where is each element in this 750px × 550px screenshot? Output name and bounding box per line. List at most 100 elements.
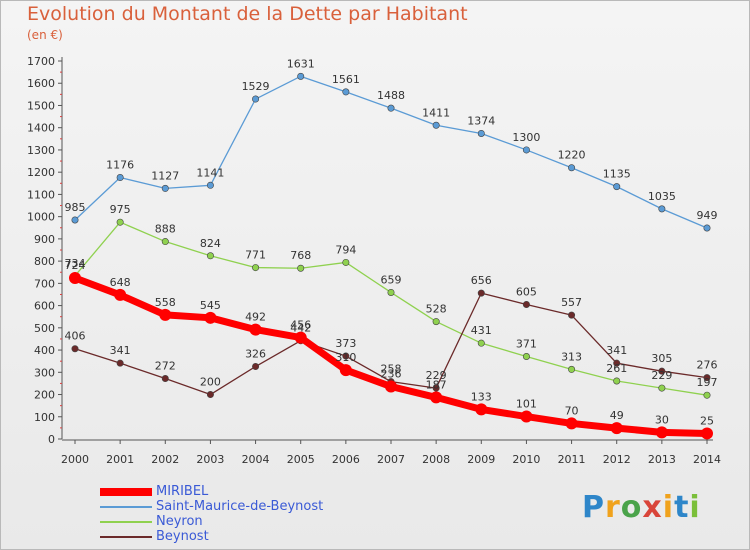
data-point — [613, 359, 621, 367]
data-point — [701, 427, 713, 440]
x-tick-label: 2007 — [377, 453, 405, 466]
data-label: 648 — [110, 276, 131, 289]
x-tick-label: 2012 — [603, 453, 631, 466]
logo-letter: r — [605, 490, 621, 525]
proxiti-logo: Proxiti — [582, 490, 701, 525]
data-label: 768 — [290, 249, 311, 262]
data-label: 605 — [516, 285, 537, 298]
data-point — [520, 410, 533, 423]
logo-letter: t — [674, 490, 690, 525]
data-label: 794 — [335, 243, 356, 256]
data-label: 258 — [381, 363, 402, 376]
data-point — [69, 272, 81, 285]
legend-label: Neyron — [156, 514, 203, 529]
data-label: 200 — [200, 376, 221, 389]
data-label: 545 — [200, 299, 221, 312]
data-label: 310 — [335, 351, 356, 364]
data-label: 272 — [155, 360, 176, 373]
data-point — [387, 104, 395, 112]
y-tick-label: 500 — [34, 322, 55, 335]
data-label: 1035 — [648, 190, 676, 203]
data-label: 236 — [381, 368, 402, 381]
data-label: 373 — [335, 337, 356, 350]
data-label: 187 — [426, 378, 447, 391]
data-point — [613, 377, 621, 385]
data-label: 975 — [110, 203, 131, 216]
x-tick-label: 2003 — [196, 453, 224, 466]
data-point — [161, 238, 169, 246]
y-tick-label: 0 — [48, 433, 55, 446]
data-label: 133 — [471, 390, 492, 403]
data-label: 659 — [381, 273, 402, 286]
data-label: 1141 — [196, 166, 224, 179]
data-point — [703, 224, 711, 232]
legend-swatch — [100, 536, 152, 538]
data-point — [477, 339, 485, 347]
data-point — [71, 216, 79, 224]
data-point — [387, 288, 395, 296]
data-label: 313 — [561, 350, 582, 363]
y-tick-label: 100 — [34, 411, 55, 424]
data-point — [703, 391, 711, 399]
data-point — [432, 384, 440, 392]
y-tick-label: 400 — [34, 344, 55, 357]
data-point — [71, 345, 79, 353]
y-tick-label: 1400 — [27, 122, 55, 135]
data-point — [703, 374, 711, 382]
y-tick-label: 700 — [34, 277, 55, 290]
data-label: 229 — [426, 369, 447, 382]
data-point — [206, 181, 214, 189]
data-point — [204, 311, 217, 324]
data-label: 824 — [200, 237, 221, 250]
data-point — [658, 205, 666, 213]
logo-letter: P — [582, 490, 605, 525]
data-point — [116, 174, 124, 182]
y-tick-label: 1100 — [27, 188, 55, 201]
legend-label: MIRIBEL — [156, 484, 209, 499]
data-point — [610, 422, 623, 435]
data-label: 1135 — [603, 168, 631, 181]
legend-swatch — [100, 521, 152, 523]
data-point — [565, 417, 578, 430]
data-label: 528 — [426, 303, 447, 316]
data-label: 341 — [110, 344, 131, 357]
data-label: 30 — [655, 413, 669, 426]
data-label: 456 — [290, 319, 311, 332]
legend-swatch — [100, 506, 152, 508]
data-label: 949 — [697, 209, 718, 222]
data-label: 229 — [651, 369, 672, 382]
x-tick-label: 2010 — [512, 453, 540, 466]
data-point — [385, 380, 397, 393]
data-label: 1300 — [512, 131, 540, 144]
x-tick-label: 2008 — [422, 453, 450, 466]
y-tick-label: 1200 — [27, 166, 55, 179]
logo-letter: i — [662, 490, 675, 525]
data-label: 1220 — [558, 149, 586, 162]
data-label: 1127 — [151, 169, 179, 182]
data-label: 261 — [606, 362, 627, 375]
y-tick-label: 800 — [34, 255, 55, 268]
data-point — [613, 183, 621, 191]
y-tick-label: 1300 — [27, 144, 55, 157]
data-label: 558 — [155, 296, 176, 309]
logo-letter: i — [689, 490, 701, 525]
data-point — [655, 426, 668, 439]
legend-swatch — [100, 488, 152, 496]
y-axis-unit: (en €) — [27, 28, 63, 42]
data-point — [297, 264, 305, 272]
data-point — [161, 375, 169, 383]
data-label: 985 — [65, 201, 86, 214]
x-tick-label: 2011 — [558, 453, 586, 466]
data-point — [161, 184, 169, 192]
x-tick-label: 2014 — [693, 453, 721, 466]
logo-letter: x — [642, 490, 663, 525]
data-label: 1374 — [467, 114, 495, 127]
data-label: 442 — [290, 322, 311, 335]
data-label: 1631 — [287, 57, 315, 70]
y-tick-label: 300 — [34, 366, 55, 379]
x-tick-label: 2004 — [242, 453, 270, 466]
data-point — [114, 288, 127, 301]
y-tick-label: 900 — [34, 233, 55, 246]
data-point — [339, 364, 352, 377]
data-label: 276 — [697, 359, 718, 372]
